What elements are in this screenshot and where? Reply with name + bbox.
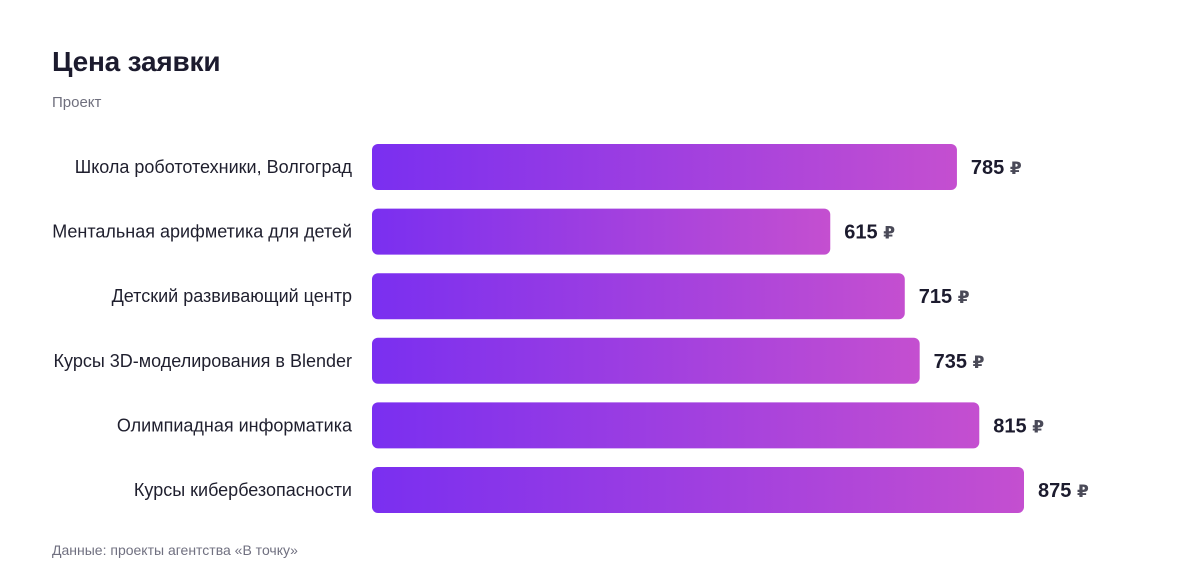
value-unit: ₽ (958, 288, 970, 307)
category-label: Курсы 3D-моделирования в Blender (54, 351, 352, 371)
value-unit: ₽ (1077, 482, 1089, 501)
chart-subtitle: Проект (52, 94, 102, 111)
bar (372, 402, 980, 449)
category-label: Детский развивающий центр (112, 286, 352, 306)
value-number: 615 (844, 222, 883, 244)
category-label: Курсы кибербезопасности (134, 480, 352, 500)
value-label: 875 ₽ (1038, 480, 1089, 502)
value-label: 715 ₽ (919, 286, 970, 308)
value-unit: ₽ (1010, 159, 1022, 178)
value-number: 735 (934, 351, 973, 373)
value-number: 715 (919, 286, 958, 308)
value-label: 815 ₽ (993, 415, 1044, 437)
bar (372, 144, 957, 190)
value-label: 615 ₽ (844, 222, 895, 244)
chart-title: Цена заявки (52, 46, 221, 77)
value-number: 815 (993, 415, 1032, 437)
bar (372, 337, 920, 384)
bar (372, 208, 831, 255)
value-unit: ₽ (1032, 417, 1044, 436)
bar (372, 467, 1024, 513)
value-number: 875 (1038, 480, 1077, 502)
category-label: Школа робототехники, Волгоград (75, 157, 353, 177)
bar (372, 273, 905, 320)
category-label: Олимпиадная информатика (117, 415, 353, 435)
bars-group: Школа робототехники, Волгоград 785 ₽ Мента… (52, 144, 1089, 513)
value-label: 735 ₽ (934, 351, 985, 373)
chart-source: Данные: проекты агентства «В точку» (52, 542, 298, 558)
value-unit: ₽ (973, 353, 985, 372)
category-label: Ментальная арифметика для детей (52, 222, 352, 242)
value-number: 785 (971, 157, 1010, 179)
value-unit: ₽ (883, 224, 895, 243)
value-label: 785 ₽ (971, 157, 1022, 179)
